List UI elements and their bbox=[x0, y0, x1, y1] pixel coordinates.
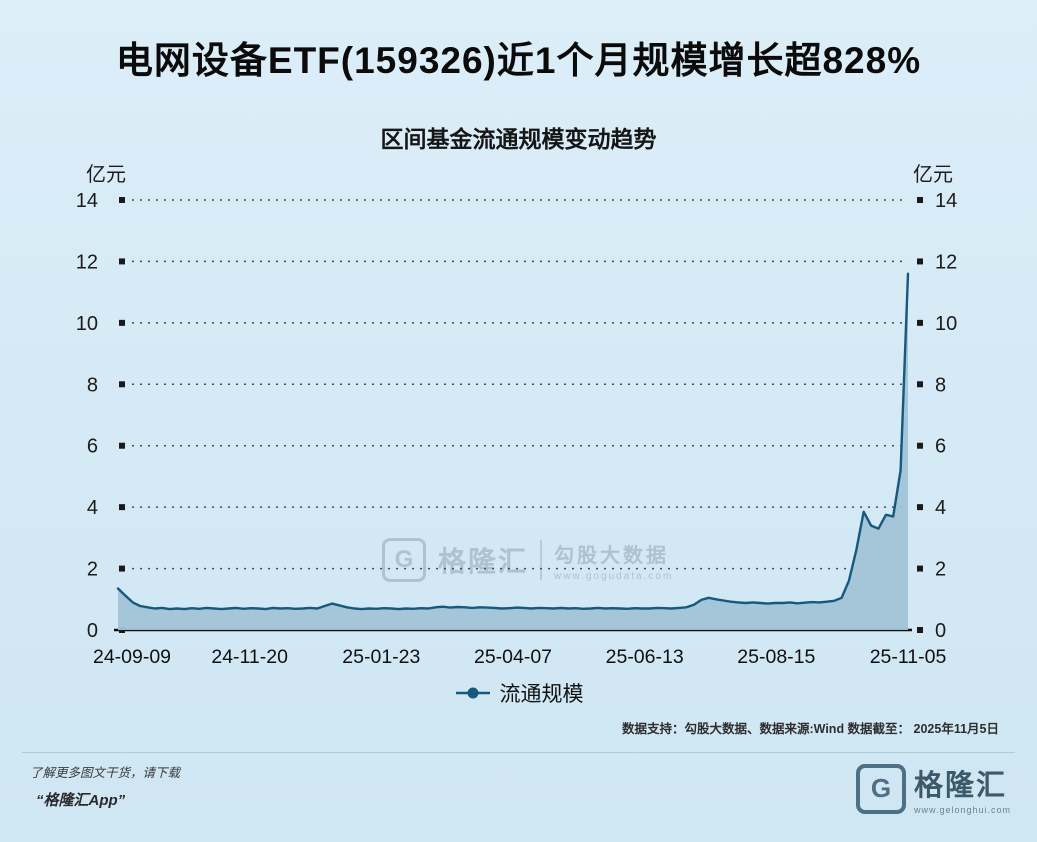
svg-text:25-08-15: 25-08-15 bbox=[737, 646, 815, 668]
svg-text:6: 6 bbox=[935, 436, 946, 458]
svg-text:14: 14 bbox=[76, 190, 98, 212]
watermark-brand-text: 格隆汇 bbox=[438, 546, 529, 577]
svg-text:25-04-07: 25-04-07 bbox=[474, 646, 552, 668]
svg-text:4: 4 bbox=[935, 497, 946, 519]
svg-text:25-01-23: 25-01-23 bbox=[342, 646, 420, 668]
svg-text:25-11-05: 25-11-05 bbox=[870, 646, 947, 668]
svg-text:12: 12 bbox=[76, 251, 98, 273]
legend-label: 流通规模 bbox=[499, 683, 584, 706]
svg-text:12: 12 bbox=[935, 251, 957, 273]
svg-text:10: 10 bbox=[76, 313, 98, 335]
svg-text:14: 14 bbox=[935, 190, 957, 212]
brand-logo: G 格隆汇 www.gelonghui.com bbox=[855, 762, 1011, 815]
page-title: 电网设备ETF(159326)近1个月规模增长超828% bbox=[115, 40, 922, 81]
watermark-divider bbox=[540, 540, 543, 580]
svg-text:2: 2 bbox=[87, 559, 98, 581]
brand-url: www.gelonghui.com bbox=[913, 805, 1011, 815]
data-source-note: 数据支持：勾股大数据、数据来源:Wind 数据截至： 2025年11月5日 bbox=[621, 722, 999, 736]
svg-text:0: 0 bbox=[935, 620, 946, 642]
chart-legend: 流通规模 bbox=[0, 678, 1037, 708]
svg-text:2: 2 bbox=[935, 559, 946, 581]
watermark: G 格隆汇 勾股大数据 www.gogudata.com bbox=[382, 538, 673, 582]
footer-promo-line1: 了解更多图文干货，请下载 bbox=[30, 766, 181, 780]
watermark-logo-icon: G bbox=[382, 538, 426, 582]
footer-promo: 了解更多图文干货，请下载 “格隆汇App” bbox=[30, 762, 180, 810]
svg-text:4: 4 bbox=[87, 497, 98, 519]
svg-text:8: 8 bbox=[87, 374, 98, 396]
area-chart: 0 0 2 2 4 4 6 6 8 8 10 10 12 12 14 14 24-09-09 24-11-20 25… bbox=[76, 190, 958, 668]
y-axis-unit-right: 亿元 bbox=[913, 164, 953, 186]
svg-text:24-09-09: 24-09-09 bbox=[93, 646, 171, 668]
svg-text:6: 6 bbox=[87, 436, 98, 458]
svg-text:0: 0 bbox=[87, 620, 98, 642]
y-axis-unit-left: 亿元 bbox=[86, 164, 126, 186]
svg-text:24-11-20: 24-11-20 bbox=[211, 646, 288, 668]
legend-line-marker-icon bbox=[455, 687, 490, 699]
svg-text:8: 8 bbox=[935, 374, 946, 396]
svg-text:25-06-13: 25-06-13 bbox=[606, 646, 684, 668]
footer-promo-line2: “格隆汇App” bbox=[36, 792, 126, 809]
footer-divider bbox=[22, 752, 1015, 753]
brand-logo-icon: G bbox=[855, 763, 906, 814]
svg-text:10: 10 bbox=[935, 313, 957, 335]
chart-title: 区间基金流通规模变动趋势 bbox=[380, 126, 657, 152]
watermark-url-text: www.gogudata.com bbox=[554, 570, 674, 582]
watermark-product-text: 勾股大数据 bbox=[554, 544, 670, 567]
brand-name: 格隆汇 bbox=[913, 770, 1007, 802]
